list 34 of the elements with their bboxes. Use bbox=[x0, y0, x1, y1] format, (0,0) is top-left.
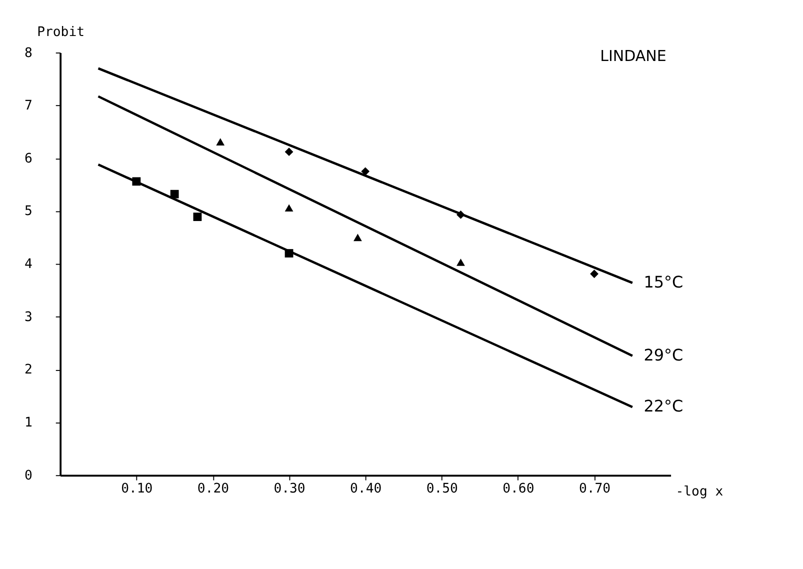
x-tick-label: 0.40 bbox=[350, 482, 382, 497]
point bbox=[590, 270, 598, 278]
y-axis-title: Probit bbox=[37, 25, 85, 40]
series-label: 15°C bbox=[644, 272, 684, 292]
y-tick-label: 4 bbox=[24, 257, 32, 272]
y-tick-label: 0 bbox=[24, 468, 32, 484]
x-tick-label: 0.30 bbox=[274, 482, 306, 497]
point bbox=[193, 212, 202, 222]
y-tick-label: 3 bbox=[24, 310, 32, 325]
y-tick-label: 1 bbox=[24, 416, 32, 431]
series-label: 22°C bbox=[644, 396, 684, 416]
x-tick-label: 0.20 bbox=[197, 482, 230, 497]
point bbox=[284, 148, 294, 156]
series-label: 29°C bbox=[644, 345, 684, 364]
y-tick-label: 2 bbox=[24, 362, 32, 378]
point bbox=[284, 249, 294, 258]
point bbox=[354, 234, 362, 242]
y-tick-label: 7 bbox=[24, 98, 32, 114]
x-tick-label: 0.60 bbox=[502, 482, 534, 497]
chart-title: LINDANE bbox=[600, 46, 666, 65]
y-tick-label: 8 bbox=[24, 46, 32, 61]
x-tick-label: 0.50 bbox=[426, 482, 458, 497]
point bbox=[456, 258, 465, 266]
point bbox=[170, 190, 179, 198]
point bbox=[456, 210, 465, 219]
y-tick-label: 5 bbox=[24, 204, 32, 220]
point bbox=[216, 138, 225, 146]
point bbox=[284, 204, 294, 212]
x-tick-label: 0.70 bbox=[578, 482, 611, 497]
x-axis-title: -log x bbox=[676, 484, 724, 500]
point bbox=[132, 177, 141, 186]
x-tick-label: 0.10 bbox=[121, 482, 153, 497]
point bbox=[361, 167, 370, 176]
y-tick-label: 6 bbox=[24, 151, 32, 166]
